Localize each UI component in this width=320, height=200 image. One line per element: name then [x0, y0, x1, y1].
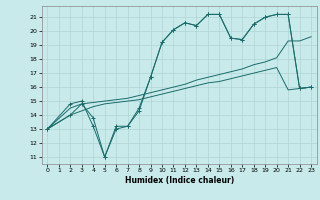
- X-axis label: Humidex (Indice chaleur): Humidex (Indice chaleur): [124, 176, 234, 185]
